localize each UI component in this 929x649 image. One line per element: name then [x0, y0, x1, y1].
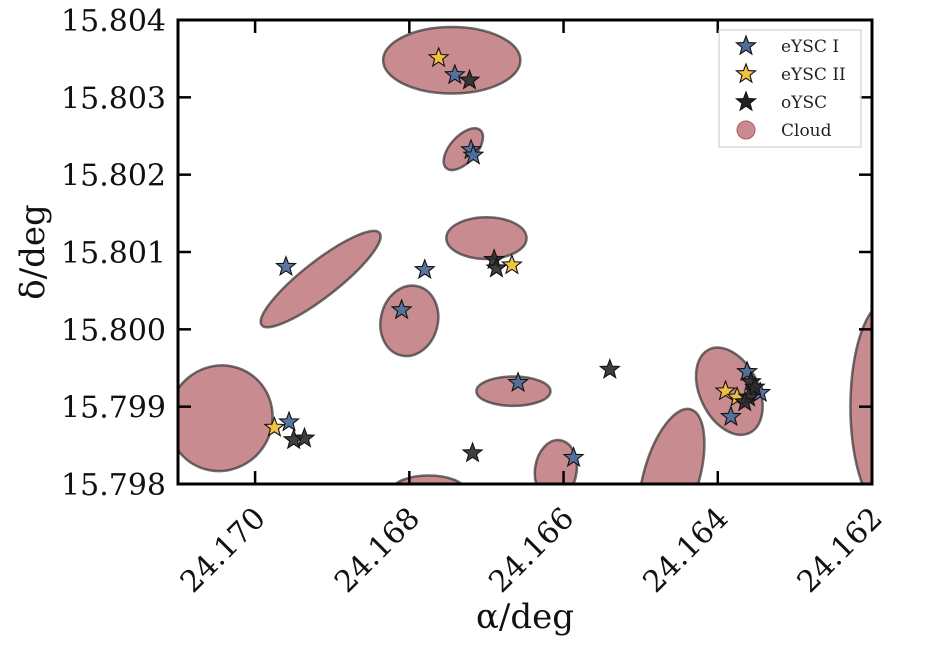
star-point-eysc-i	[278, 410, 301, 432]
cloud-ellipse	[445, 215, 528, 261]
x-tick-label: 24.166	[482, 501, 581, 600]
y-tick-labels: 15.798 15.799 15.800 15.801 15.802 15.803 15.8…	[61, 4, 166, 503]
x-axis-title: α/deg	[476, 597, 574, 637]
star-point-oysc	[458, 68, 481, 90]
cloud-ellipse	[379, 284, 440, 358]
clouds-layer	[178, 25, 872, 484]
star-point-eysc-ii	[714, 379, 737, 401]
cloud-ellipse	[849, 309, 872, 484]
star-point-eysc-i	[390, 298, 413, 320]
y-axis-title: δ/deg	[13, 204, 53, 300]
stars-layer	[263, 46, 772, 468]
star-point-eysc-i	[274, 255, 297, 277]
plot-frame	[176, 18, 874, 486]
cloud-ellipse	[381, 25, 522, 95]
legend-label-cloud: Cloud	[781, 121, 832, 141]
star-point-eysc-i	[507, 371, 530, 393]
star-point-eysc-ii	[263, 415, 286, 437]
legend-marker-eysc-ii	[734, 62, 758, 84]
legend-marker-cloud	[736, 120, 756, 140]
star-point-oysc	[598, 357, 621, 379]
cloud-ellipse	[475, 375, 552, 408]
star-point-oysc	[733, 390, 756, 412]
legend-marker-oysc	[734, 90, 758, 112]
y-tick-label: 15.800	[61, 313, 166, 348]
star-point-oysc	[293, 426, 316, 448]
y-tick-label: 15.798	[61, 468, 166, 503]
legend-label-eysc-i: eYSC I	[781, 37, 839, 57]
cloud-ellipse	[393, 474, 464, 484]
star-point-oysc	[461, 441, 484, 463]
x-tick-label: 24.168	[328, 501, 427, 600]
y-tick-label: 15.803	[61, 81, 166, 116]
star-point-eysc-i	[413, 258, 436, 280]
star-point-eysc-i	[562, 446, 585, 468]
legend: eYSC I eYSC II oYSC Cloud	[718, 29, 862, 148]
cloud-ellipse	[178, 364, 274, 473]
star-point-eysc-i	[736, 360, 759, 382]
star-point-oysc	[485, 256, 508, 278]
x-tick-label: 24.170	[174, 501, 273, 600]
y-tick-label: 15.802	[61, 159, 166, 194]
legend-label-oysc: oYSC	[781, 93, 827, 113]
cloud-ellipse	[259, 229, 382, 329]
star-point-eysc-i	[462, 143, 485, 165]
legend-marker-eysc-i	[734, 34, 758, 56]
x-tick-label: 24.162	[791, 501, 890, 600]
star-point-eysc-ii	[427, 46, 450, 68]
x-tick-label: 24.164	[636, 501, 735, 600]
star-point-oysc	[743, 375, 766, 397]
y-tick-label: 15.799	[61, 391, 166, 426]
star-point-eysc-i	[719, 405, 742, 427]
legend-label-eysc-ii: eYSC II	[781, 65, 846, 85]
x-tick-labels: 24.170 24.168 24.166 24.164 24.162	[174, 501, 890, 600]
star-point-eysc-ii	[500, 253, 523, 275]
y-tick-label: 15.801	[61, 236, 166, 271]
y-tick-label: 15.804	[61, 4, 166, 39]
star-point-eysc-i	[443, 63, 466, 85]
